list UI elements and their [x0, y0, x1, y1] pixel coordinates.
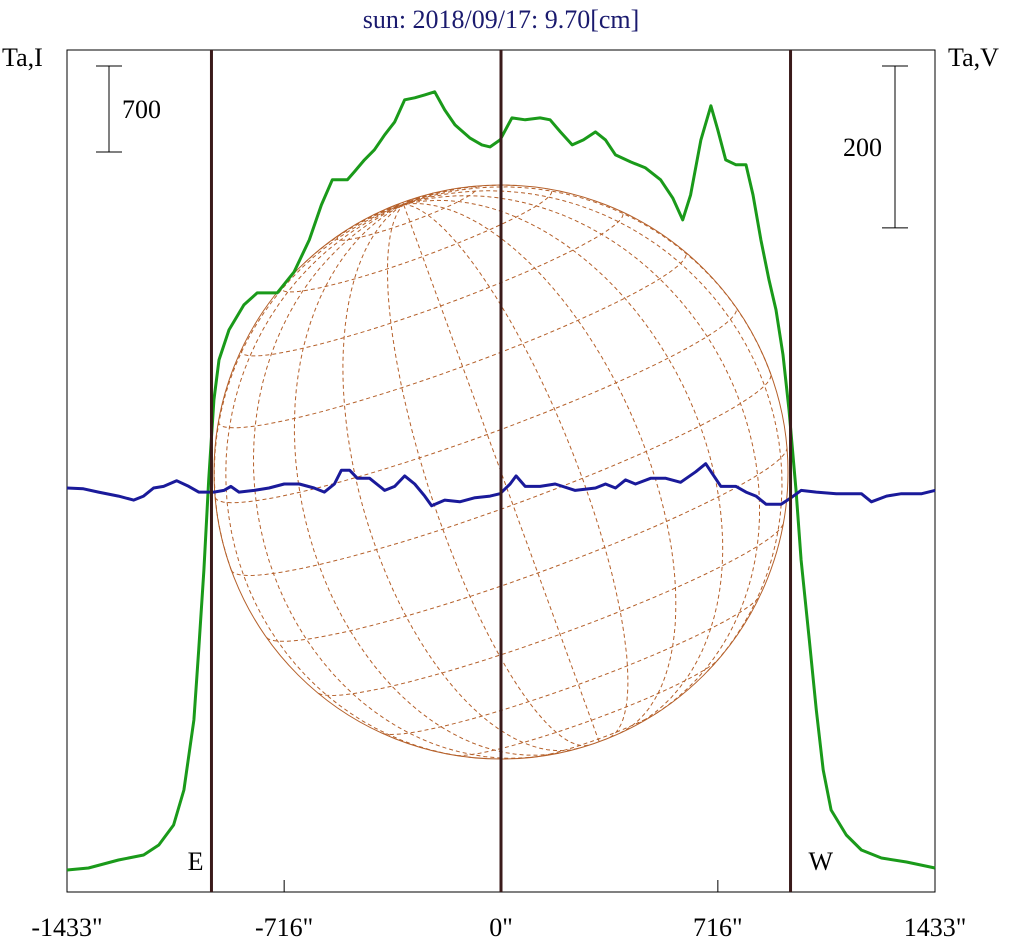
grid-curve [213, 203, 404, 571]
chart-title: sun: 2018/09/17: 9.70[cm] [363, 5, 640, 34]
grid-curve [318, 524, 784, 697]
grid-curve [403, 186, 772, 374]
x-tick-label: 0" [489, 913, 513, 941]
grid-curve [403, 184, 517, 205]
grid-curve [403, 204, 600, 742]
grid-curve [388, 203, 404, 209]
scale-bar-label: 200 [843, 133, 882, 162]
limb-label: W [809, 847, 834, 876]
grid-curve [403, 190, 783, 672]
grid-curve [281, 188, 553, 293]
grid-curve [403, 197, 418, 205]
y2-axis-label: Ta,V [948, 43, 999, 72]
sun-disk [213, 184, 789, 760]
grid-curve [336, 186, 478, 241]
grid-curve [266, 448, 788, 642]
grid-curve [403, 195, 760, 714]
grid-curve [386, 203, 589, 747]
grid-curve [342, 203, 578, 752]
grid-curve [395, 203, 404, 206]
grid-curve [225, 203, 471, 758]
grid-curve [456, 660, 718, 757]
grid-curve [240, 210, 624, 357]
y-axis-label: Ta,I [2, 43, 43, 72]
x-tick-label: 716" [693, 913, 743, 941]
grid-curve [218, 251, 687, 429]
grid-curve [373, 203, 404, 216]
grid-curve [382, 596, 760, 736]
grid-curve [403, 199, 411, 205]
grid-curve [403, 192, 434, 205]
x-tick-label: -1433" [31, 913, 102, 941]
grid-curve [403, 203, 677, 734]
grid-curve [403, 199, 724, 725]
grid-curve [293, 203, 559, 756]
grid-curve [252, 203, 537, 759]
data-line [66, 90, 936, 872]
x-tick-label: -716" [255, 913, 313, 941]
grid-curve [304, 203, 404, 263]
grid-curve [403, 203, 629, 738]
data-line [66, 462, 936, 508]
x-tick-label: 1433" [904, 913, 967, 941]
grid-curve [214, 307, 738, 504]
scale-bar-label: 700 [122, 95, 161, 124]
limb-label: E [188, 847, 204, 876]
